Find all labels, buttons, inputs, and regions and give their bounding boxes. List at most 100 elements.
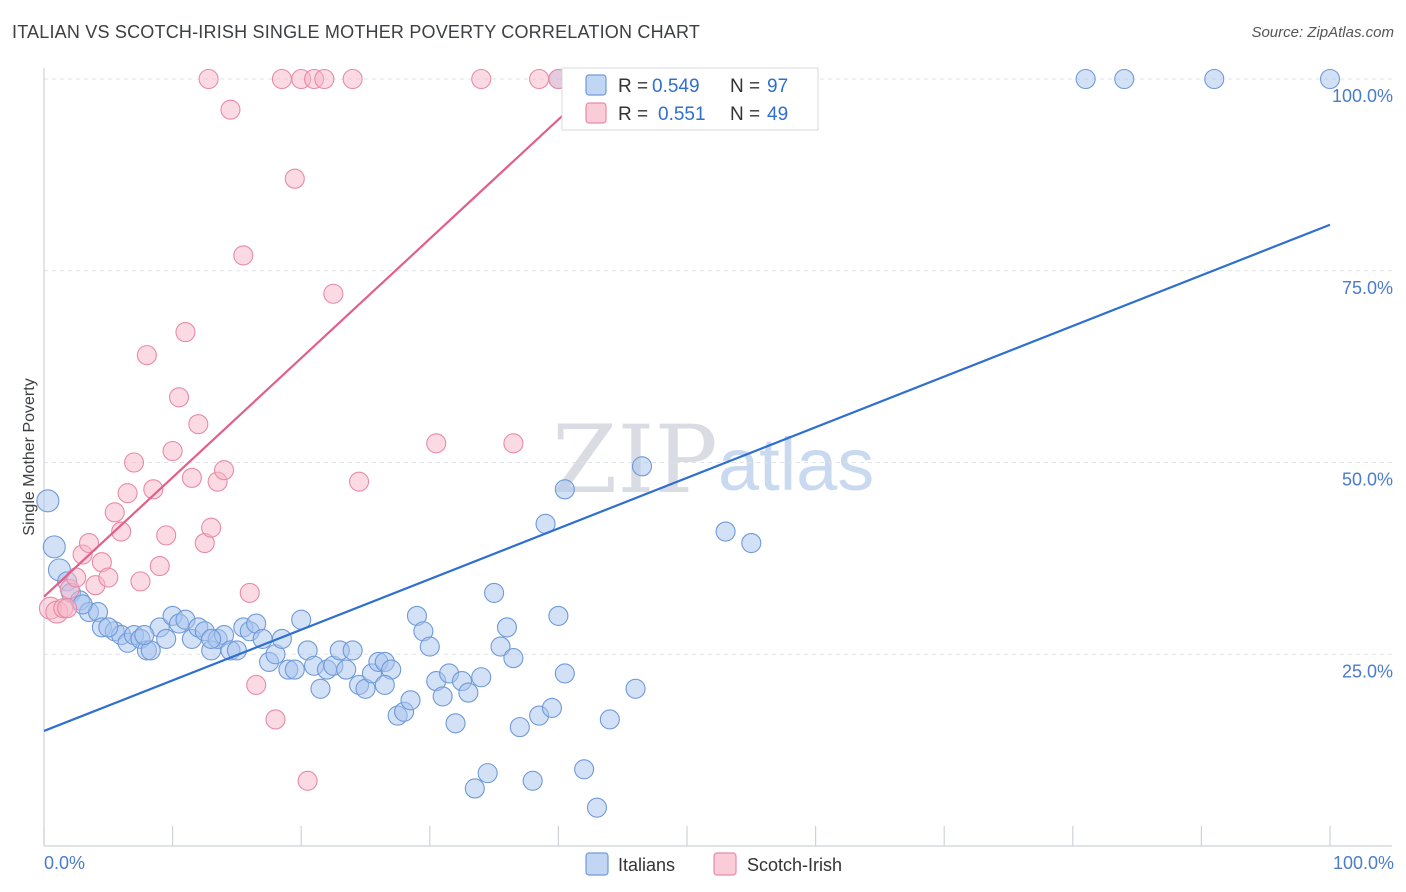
italians-point: [342, 640, 363, 661]
scotch-irish-point: [503, 433, 524, 454]
scotch-irish-point: [233, 245, 254, 266]
legend-swatch-italians: [585, 74, 607, 96]
scotch-irish-point: [349, 471, 370, 492]
legend-n-label-italians: N =: [730, 76, 760, 97]
scotch-irish-point: [201, 517, 222, 538]
watermark-atlas: atlas: [718, 423, 874, 506]
bottom-legend-italians: Italians: [618, 855, 675, 875]
scotch-irish-point: [181, 467, 202, 488]
scotch-irish-point: [104, 502, 125, 523]
italians-point: [484, 582, 505, 603]
scotch-irish-point: [78, 532, 100, 554]
italians-point: [548, 605, 569, 626]
y-axis-title: Single Mother Poverty: [21, 378, 38, 535]
y-tick-labels: 25.0% 50.0% 75.0% 100.0%: [1332, 86, 1393, 681]
bottom-legend-swatch-scotch-irish: [713, 852, 737, 876]
scotch-irish-point: [143, 479, 164, 500]
y-tick-label-100: 100.0%: [1332, 86, 1393, 106]
scotch-irish-point: [111, 521, 132, 542]
italians-trend-line: [43, 223, 1331, 732]
italians-point: [310, 678, 331, 699]
italians-point: [156, 628, 177, 649]
chart-title: ITALIAN VS SCOTCH-IRISH SINGLE MOTHER PO…: [12, 22, 701, 42]
gridlines: [44, 78, 1392, 655]
scotch-irish-point: [149, 555, 170, 577]
italians-point: [631, 456, 653, 477]
italians-point: [715, 521, 736, 542]
scotch-irish-point: [98, 567, 119, 588]
y-tick-label-75: 75.0%: [1342, 278, 1393, 298]
scotch-irish-point: [130, 571, 151, 592]
italians-point: [522, 770, 543, 791]
legend-r-label-italians: R =: [618, 76, 648, 97]
scotch-irish-point: [175, 322, 196, 343]
italians-point: [42, 535, 66, 559]
scotch-irish-point: [168, 387, 190, 408]
italians-point: [1319, 68, 1341, 90]
legend-n-label-scotch-irish: N =: [730, 104, 760, 125]
italians-point: [554, 663, 575, 684]
x-tick-label-0: 0.0%: [44, 853, 85, 873]
trend-lines: [43, 112, 1331, 732]
scotch-irish-point: [265, 709, 286, 730]
italians-point: [36, 489, 60, 513]
italians-point: [374, 674, 395, 695]
y-tick-label-25: 25.0%: [1342, 661, 1393, 681]
scotch-irish-point: [239, 582, 260, 603]
scotch-irish-point: [57, 598, 78, 619]
italians-point: [509, 717, 530, 738]
italians-point: [1114, 68, 1135, 90]
scotch-irish-point: [314, 68, 335, 90]
italians-point: [98, 617, 119, 638]
legend-r-value-scotch-irish: 0.551: [658, 104, 706, 125]
scotch-irish-point: [220, 99, 241, 120]
scotch-irish-point: [136, 345, 157, 366]
italians-point: [432, 686, 453, 707]
italians-point: [741, 532, 762, 554]
scotch-irish-point: [246, 674, 267, 695]
scotch-irish-point: [162, 440, 183, 462]
italians-point: [464, 778, 485, 799]
scotch-irish-point: [198, 68, 219, 90]
italians-point: [1075, 68, 1096, 90]
scotch-irish-point: [66, 567, 87, 588]
legend-n-value-italians: 97: [767, 76, 788, 97]
italians-point: [490, 636, 511, 657]
scotch-irish-point: [156, 525, 177, 546]
scotch-irish-point: [342, 68, 363, 90]
scotch-irish-point: [213, 460, 235, 481]
italians-point: [477, 763, 498, 784]
legend-n-value-scotch-irish: 49: [767, 104, 788, 125]
italians-point: [284, 659, 305, 680]
italians-point: [554, 479, 575, 500]
scotch-irish-point: [529, 68, 550, 90]
italians-point: [458, 682, 479, 703]
italians-point: [336, 659, 357, 680]
italians-point: [503, 648, 524, 669]
scotch-irish-point: [426, 433, 447, 454]
italians-point: [625, 678, 646, 699]
series-legend: Italians Scotch-Irish: [585, 852, 842, 876]
scotch-irish-point: [471, 68, 492, 90]
italians-point: [574, 759, 595, 780]
scotch-irish-point: [323, 283, 344, 304]
italians-point: [400, 690, 421, 711]
italians-point: [271, 628, 292, 649]
italians-point: [201, 628, 222, 649]
bottom-legend-scotch-irish: Scotch-Irish: [747, 855, 842, 875]
legend-r-label-scotch-irish: R =: [618, 104, 648, 125]
source-label: Source: ZipAtlas.com: [1251, 24, 1394, 41]
series-italians-points: [36, 68, 1341, 818]
scotch-irish-point: [284, 168, 305, 189]
scotch-irish-point: [188, 414, 209, 435]
legend-swatch-scotch-irish: [585, 102, 607, 124]
x-tick-label-1: 100.0%: [1333, 853, 1394, 873]
legend-r-value-italians: 0.549: [652, 76, 700, 97]
italians-point: [445, 713, 466, 734]
italians-point: [541, 697, 563, 718]
scotch-irish-point: [123, 452, 145, 473]
italians-point: [134, 625, 155, 646]
scotch-irish-trend-line: [43, 112, 566, 598]
italians-point: [496, 617, 518, 638]
